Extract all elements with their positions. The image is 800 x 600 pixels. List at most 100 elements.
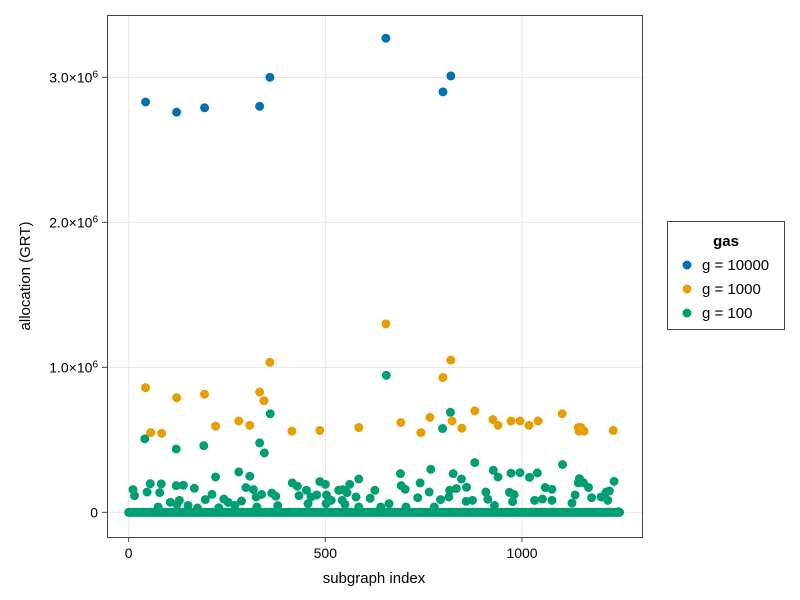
data-point — [141, 383, 151, 393]
grid-lines — [107, 15, 642, 537]
data-point — [255, 387, 265, 397]
legend-entry: g = 1000 — [702, 281, 761, 298]
data-point — [271, 491, 281, 501]
data-point — [155, 488, 165, 498]
data-point — [444, 492, 454, 502]
data-point — [603, 495, 613, 505]
data-point — [532, 468, 542, 478]
data-points — [124, 33, 625, 517]
data-point — [558, 460, 568, 469]
data-point — [142, 487, 152, 497]
data-point — [493, 472, 503, 482]
data-point — [345, 479, 355, 489]
data-point — [157, 428, 167, 438]
data-point — [462, 482, 472, 492]
data-point — [524, 472, 534, 482]
data-point — [448, 469, 458, 479]
data-point — [446, 71, 456, 81]
data-point — [579, 426, 589, 436]
data-point — [515, 416, 525, 426]
data-point — [257, 489, 267, 499]
data-point — [426, 464, 436, 474]
data-point — [587, 493, 597, 503]
data-point — [214, 503, 224, 513]
data-point — [259, 396, 269, 406]
data-point — [467, 495, 477, 505]
data-point — [425, 412, 435, 422]
data-point — [130, 491, 140, 501]
data-point — [207, 489, 217, 499]
data-point — [370, 485, 380, 495]
data-point — [509, 490, 519, 500]
data-point — [570, 490, 580, 500]
data-point — [524, 420, 534, 430]
data-point — [354, 474, 364, 484]
y-tick-label: 2.0×106 — [49, 214, 98, 230]
legend: gas g = 10000 g = 1000 g = 100 — [667, 221, 785, 330]
data-point — [351, 492, 361, 502]
data-point — [530, 495, 540, 505]
data-point — [354, 423, 364, 433]
x-tick-label: 1000 — [506, 545, 537, 561]
data-point — [416, 428, 426, 438]
data-point — [445, 407, 455, 417]
data-point — [259, 448, 269, 458]
x-tick-label: 500 — [314, 545, 338, 561]
data-point — [192, 503, 202, 513]
data-point — [446, 355, 456, 365]
data-point — [303, 499, 313, 509]
data-point — [172, 499, 182, 509]
data-point — [438, 424, 448, 434]
legend-marker — [682, 308, 692, 318]
data-point — [294, 491, 304, 501]
x-tick-label: 0 — [125, 545, 133, 561]
data-point — [381, 370, 391, 380]
data-point — [381, 33, 391, 43]
data-point — [234, 416, 244, 426]
data-point — [172, 107, 182, 117]
y-tick-label: 0 — [90, 504, 98, 520]
data-point — [340, 499, 350, 509]
data-point — [223, 497, 233, 507]
x-axis: 0 500 1000 — [125, 537, 538, 561]
data-point — [320, 479, 330, 489]
data-point — [609, 476, 619, 486]
data-point — [273, 501, 283, 511]
data-point — [230, 500, 240, 510]
data-point — [189, 483, 199, 493]
legend-marker — [682, 284, 692, 294]
data-point — [312, 490, 322, 500]
data-point — [245, 420, 255, 430]
data-point — [400, 484, 410, 494]
data-point — [234, 467, 244, 477]
data-point — [457, 423, 467, 433]
data-point — [547, 484, 557, 494]
data-point — [156, 479, 166, 489]
data-point — [547, 495, 557, 505]
data-point — [252, 502, 262, 512]
y-axis: 0 1.0×106 2.0×106 3.0×106 — [49, 69, 107, 520]
data-point — [342, 488, 352, 498]
data-point — [140, 434, 150, 444]
data-point — [248, 485, 258, 495]
data-point — [470, 458, 480, 468]
legend-entry: g = 100 — [702, 305, 752, 322]
data-point — [470, 406, 480, 416]
data-point — [141, 97, 151, 107]
data-point — [287, 426, 297, 436]
data-point — [604, 486, 614, 496]
data-point — [567, 498, 577, 508]
data-point — [172, 393, 182, 403]
y-tick-label: 3.0×106 — [49, 69, 98, 85]
data-point — [608, 425, 618, 435]
data-point — [557, 409, 567, 419]
data-point — [292, 481, 302, 491]
data-point — [153, 502, 163, 512]
data-point — [265, 409, 275, 419]
data-point — [447, 416, 457, 426]
data-point — [436, 495, 446, 505]
data-point — [265, 72, 275, 82]
data-point — [241, 483, 251, 493]
data-point — [488, 415, 498, 425]
